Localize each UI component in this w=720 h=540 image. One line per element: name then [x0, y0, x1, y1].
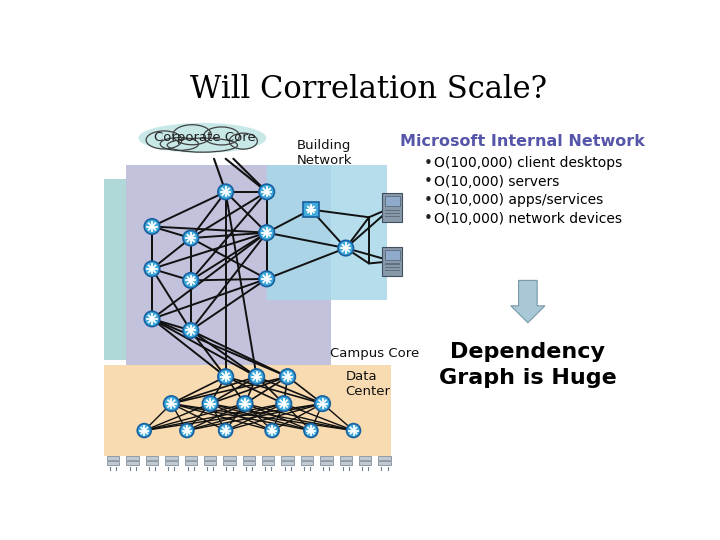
- Bar: [243, 456, 255, 460]
- Circle shape: [304, 423, 318, 437]
- Circle shape: [183, 273, 199, 288]
- Bar: [359, 461, 372, 465]
- Circle shape: [163, 396, 179, 411]
- FancyBboxPatch shape: [384, 267, 400, 268]
- Bar: [107, 456, 120, 460]
- Circle shape: [249, 369, 264, 384]
- Bar: [126, 165, 331, 365]
- Text: •: •: [423, 174, 432, 190]
- Circle shape: [183, 323, 199, 338]
- Ellipse shape: [146, 131, 182, 149]
- FancyBboxPatch shape: [384, 210, 400, 211]
- Circle shape: [238, 396, 253, 411]
- Bar: [145, 461, 158, 465]
- Bar: [378, 461, 391, 465]
- Text: •: •: [423, 193, 432, 208]
- Bar: [107, 461, 120, 465]
- Text: Building
Network: Building Network: [297, 139, 352, 167]
- Bar: [262, 461, 274, 465]
- Circle shape: [144, 311, 160, 327]
- Bar: [266, 165, 387, 300]
- Bar: [262, 456, 274, 460]
- Bar: [301, 461, 313, 465]
- Bar: [301, 456, 313, 460]
- Bar: [320, 461, 333, 465]
- Text: •: •: [423, 211, 432, 226]
- Text: Microsoft Internal Network: Microsoft Internal Network: [400, 134, 645, 149]
- Bar: [184, 456, 197, 460]
- Ellipse shape: [229, 133, 257, 149]
- Bar: [165, 461, 178, 465]
- Circle shape: [218, 369, 233, 384]
- Ellipse shape: [138, 123, 266, 153]
- Ellipse shape: [173, 125, 212, 145]
- Bar: [340, 456, 352, 460]
- FancyBboxPatch shape: [382, 193, 402, 222]
- FancyBboxPatch shape: [384, 249, 400, 260]
- Bar: [282, 456, 294, 460]
- Bar: [340, 461, 352, 465]
- Circle shape: [218, 184, 233, 200]
- Circle shape: [144, 219, 160, 234]
- Circle shape: [202, 396, 218, 411]
- Bar: [378, 456, 391, 460]
- Circle shape: [144, 261, 160, 276]
- Circle shape: [315, 396, 330, 411]
- FancyBboxPatch shape: [384, 264, 400, 265]
- Circle shape: [259, 271, 274, 287]
- FancyBboxPatch shape: [384, 213, 400, 214]
- Text: Data
Center: Data Center: [346, 370, 391, 399]
- FancyBboxPatch shape: [303, 202, 319, 217]
- Text: O(10,000) network devices: O(10,000) network devices: [434, 212, 622, 226]
- Text: Will Correlation Scale?: Will Correlation Scale?: [191, 74, 547, 105]
- Circle shape: [219, 423, 233, 437]
- Text: O(100,000) client desktops: O(100,000) client desktops: [434, 157, 622, 170]
- Bar: [104, 179, 126, 360]
- Bar: [104, 365, 391, 456]
- Ellipse shape: [167, 138, 238, 152]
- Circle shape: [259, 184, 274, 200]
- Circle shape: [338, 240, 354, 256]
- FancyBboxPatch shape: [384, 195, 400, 206]
- Bar: [127, 456, 139, 460]
- Text: O(10,000) servers: O(10,000) servers: [434, 175, 559, 189]
- Bar: [320, 456, 333, 460]
- FancyBboxPatch shape: [382, 247, 402, 276]
- Bar: [145, 456, 158, 460]
- FancyBboxPatch shape: [384, 215, 400, 217]
- Bar: [127, 461, 139, 465]
- Circle shape: [265, 423, 279, 437]
- Circle shape: [183, 231, 199, 246]
- Text: Dependency
Graph is Huge: Dependency Graph is Huge: [439, 342, 617, 388]
- Bar: [165, 456, 178, 460]
- Ellipse shape: [204, 127, 240, 145]
- Text: •: •: [423, 156, 432, 171]
- Bar: [282, 461, 294, 465]
- Bar: [359, 456, 372, 460]
- Text: Campus Core: Campus Core: [330, 347, 420, 360]
- Circle shape: [276, 396, 292, 411]
- FancyArrow shape: [510, 280, 545, 323]
- Bar: [204, 461, 216, 465]
- Bar: [223, 456, 235, 460]
- Circle shape: [304, 202, 318, 217]
- Circle shape: [346, 423, 361, 437]
- FancyBboxPatch shape: [384, 269, 400, 271]
- Bar: [243, 461, 255, 465]
- Bar: [184, 461, 197, 465]
- Circle shape: [280, 369, 295, 384]
- Circle shape: [180, 423, 194, 437]
- Bar: [204, 456, 216, 460]
- Circle shape: [138, 423, 151, 437]
- Text: O(10,000) apps/services: O(10,000) apps/services: [434, 193, 603, 207]
- Bar: [223, 461, 235, 465]
- Text: Corporate Core: Corporate Core: [154, 131, 256, 145]
- Ellipse shape: [160, 138, 199, 150]
- Circle shape: [259, 225, 274, 240]
